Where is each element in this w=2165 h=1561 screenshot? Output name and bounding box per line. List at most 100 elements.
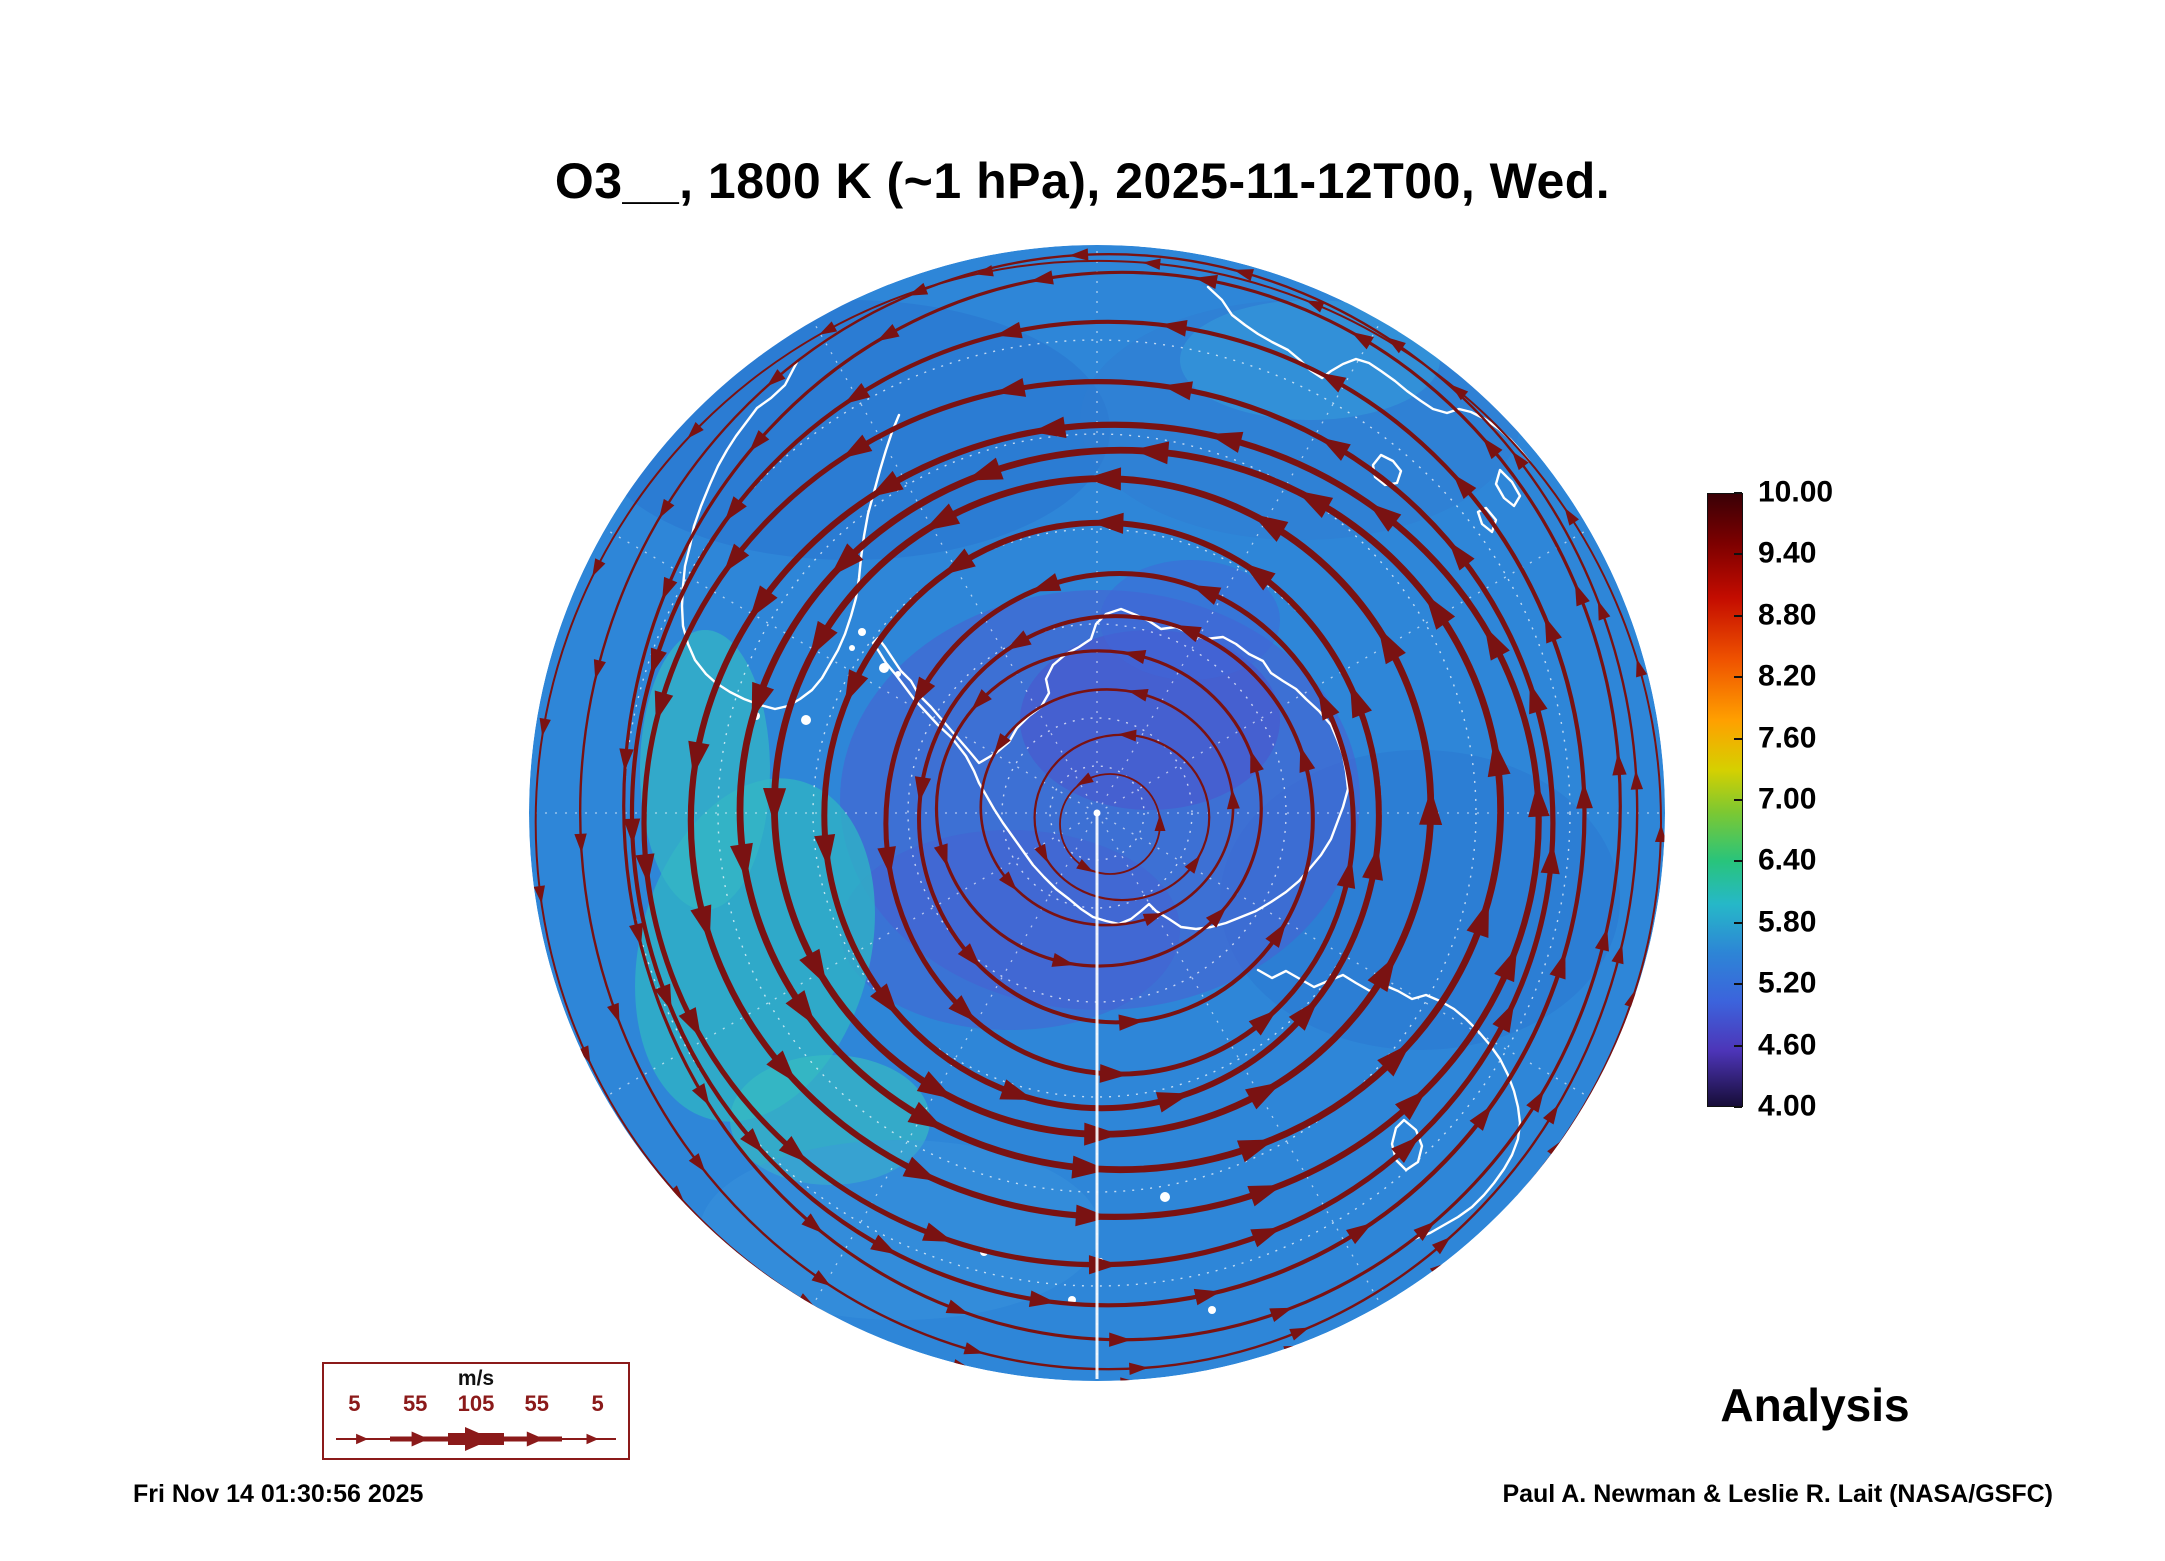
field-patch bbox=[1180, 300, 1440, 420]
streamline-arrowhead bbox=[844, 669, 869, 704]
streamline-arrowhead bbox=[830, 543, 864, 577]
wind-unit-label: m/s bbox=[457, 1367, 495, 1390]
colorbar-tickmark bbox=[1734, 799, 1742, 801]
colorbar-tick-label: 10.00 bbox=[1758, 475, 1834, 509]
streamline-arrowhead bbox=[1594, 928, 1609, 952]
streamline-arrowhead bbox=[1030, 270, 1054, 285]
streamline-arrowhead bbox=[1425, 593, 1456, 630]
streamline-arrowhead bbox=[942, 548, 976, 575]
streamline-arrowhead bbox=[876, 324, 900, 342]
colorbar-tick-label: 9.40 bbox=[1758, 536, 1817, 570]
streamline-arrowhead bbox=[799, 948, 827, 986]
streamline-arrowhead bbox=[1118, 1014, 1145, 1031]
streamline-arrowhead bbox=[1030, 573, 1062, 592]
streamline-arrowhead bbox=[1378, 627, 1406, 665]
streamline-arrowhead bbox=[1247, 1185, 1283, 1207]
streamline-arrowhead bbox=[998, 871, 1017, 891]
streamline-arrowhead bbox=[957, 943, 981, 968]
streamline-arrowhead bbox=[607, 1002, 620, 1023]
wind-tick-label: 55 bbox=[524, 1391, 550, 1416]
streamline-arrowhead bbox=[933, 843, 948, 867]
streamline-arrowhead bbox=[749, 585, 778, 619]
wind-speed-legend: m/s 5 55 105 55 5 bbox=[322, 1362, 630, 1460]
streamline-arrowhead bbox=[1248, 1009, 1277, 1036]
streamline-arrowhead bbox=[1482, 437, 1503, 460]
colorbar-tick-label: 6.40 bbox=[1758, 843, 1817, 877]
streamline-arrowhead bbox=[1194, 274, 1218, 290]
streamline-arrowhead bbox=[870, 1234, 897, 1255]
streamline-arrowhead bbox=[1269, 1307, 1293, 1322]
streamline-arrowhead bbox=[818, 321, 838, 335]
streamline-arrowhead bbox=[778, 1135, 808, 1163]
streamline-arrowhead bbox=[766, 1050, 797, 1083]
streamline-arrowhead bbox=[1450, 384, 1469, 401]
streamline-arrowhead bbox=[1099, 1064, 1129, 1083]
streamline-arrowhead bbox=[999, 1079, 1034, 1100]
streamline-arrowhead bbox=[687, 422, 704, 439]
streamline-arrowhead bbox=[1549, 952, 1566, 980]
streamline-arrowhead bbox=[690, 904, 712, 940]
plot-title: O3__, 1800 K (~1 hPa), 2025-11-12T00, We… bbox=[554, 153, 1611, 209]
streamline bbox=[578, 252, 1639, 1371]
streamline-arrowhead bbox=[1090, 512, 1124, 534]
streamline-arrowhead bbox=[1283, 1345, 1302, 1358]
colorbar-tickmark bbox=[1734, 1106, 1742, 1108]
streamline-arrowhead bbox=[1076, 772, 1094, 786]
colorbar-tick-label: 7.00 bbox=[1758, 782, 1817, 816]
streamline-arrowhead bbox=[691, 1083, 710, 1106]
streamline-arrowhead bbox=[1034, 843, 1049, 863]
field-patch bbox=[840, 830, 1180, 1030]
streamline-arrowhead bbox=[740, 1128, 764, 1154]
streamline-arrowhead bbox=[922, 1222, 954, 1242]
graticule-latitude-ring bbox=[907, 623, 1287, 1003]
streamline-arrowhead bbox=[1419, 789, 1443, 825]
field-patch bbox=[700, 1140, 1100, 1320]
colorbar-tickmark bbox=[1734, 737, 1742, 740]
streamline-arrowhead bbox=[1193, 1288, 1221, 1306]
streamline-arrowhead bbox=[1305, 300, 1325, 313]
streamline bbox=[687, 421, 1542, 1221]
streamline-arrowhead bbox=[1071, 1155, 1108, 1179]
streamline-arrowhead bbox=[1289, 1327, 1310, 1341]
streamline-arrowhead bbox=[763, 787, 787, 824]
new-zealand-islands bbox=[1476, 468, 1522, 534]
streamline-arrowhead bbox=[659, 498, 675, 519]
streamline-arrowhead bbox=[1466, 900, 1489, 938]
streamline-arrowhead bbox=[1226, 788, 1240, 810]
streamline-arrowhead bbox=[971, 689, 992, 711]
colorbar-tickmark bbox=[1734, 1044, 1742, 1047]
streamline-arrowhead bbox=[914, 776, 932, 803]
graticule-latitude-ring bbox=[1001, 717, 1193, 909]
streamline-arrowhead bbox=[916, 1071, 954, 1100]
streamline-arrowhead bbox=[1191, 584, 1222, 605]
colorbar-tickmark bbox=[1734, 921, 1742, 924]
streamline-arrowhead bbox=[592, 558, 606, 577]
streamline-arrowhead bbox=[1391, 1136, 1420, 1163]
streamline-arrowhead bbox=[1319, 372, 1347, 393]
streamline-arrowhead bbox=[1208, 431, 1244, 453]
colorbar-tickmark bbox=[1734, 676, 1742, 679]
streamline-arrowhead bbox=[1154, 814, 1166, 831]
streamline-arrowhead bbox=[963, 1342, 984, 1355]
colorbar-tickmark bbox=[1734, 492, 1742, 494]
streamline-arrowhead bbox=[1250, 1227, 1282, 1248]
streamline bbox=[934, 649, 1263, 968]
streamline-arrowhead bbox=[1542, 1104, 1559, 1125]
streamline-arrowhead bbox=[619, 748, 634, 772]
streamline-arrowhead bbox=[842, 434, 873, 459]
streamline-arrowhead bbox=[1484, 626, 1510, 661]
streamline-arrowhead bbox=[1127, 689, 1149, 702]
wind-tick-label: 5 bbox=[591, 1391, 604, 1416]
streamline-arrowhead bbox=[948, 995, 976, 1022]
colorbar-tick-label: 8.20 bbox=[1758, 659, 1817, 693]
streamline-arrowhead bbox=[688, 1153, 706, 1173]
streamline-arrowhead bbox=[668, 1185, 685, 1203]
streamline-arrowhead bbox=[654, 983, 672, 1011]
colorbar-tick-label: 5.20 bbox=[1758, 966, 1817, 1000]
streamline-arrowhead bbox=[1296, 490, 1334, 518]
streamline-arrowhead bbox=[945, 1299, 969, 1315]
streamline-arrowhead bbox=[1452, 473, 1477, 500]
streamline-arrowhead bbox=[1242, 562, 1276, 591]
streamline-arrowhead bbox=[995, 321, 1023, 339]
